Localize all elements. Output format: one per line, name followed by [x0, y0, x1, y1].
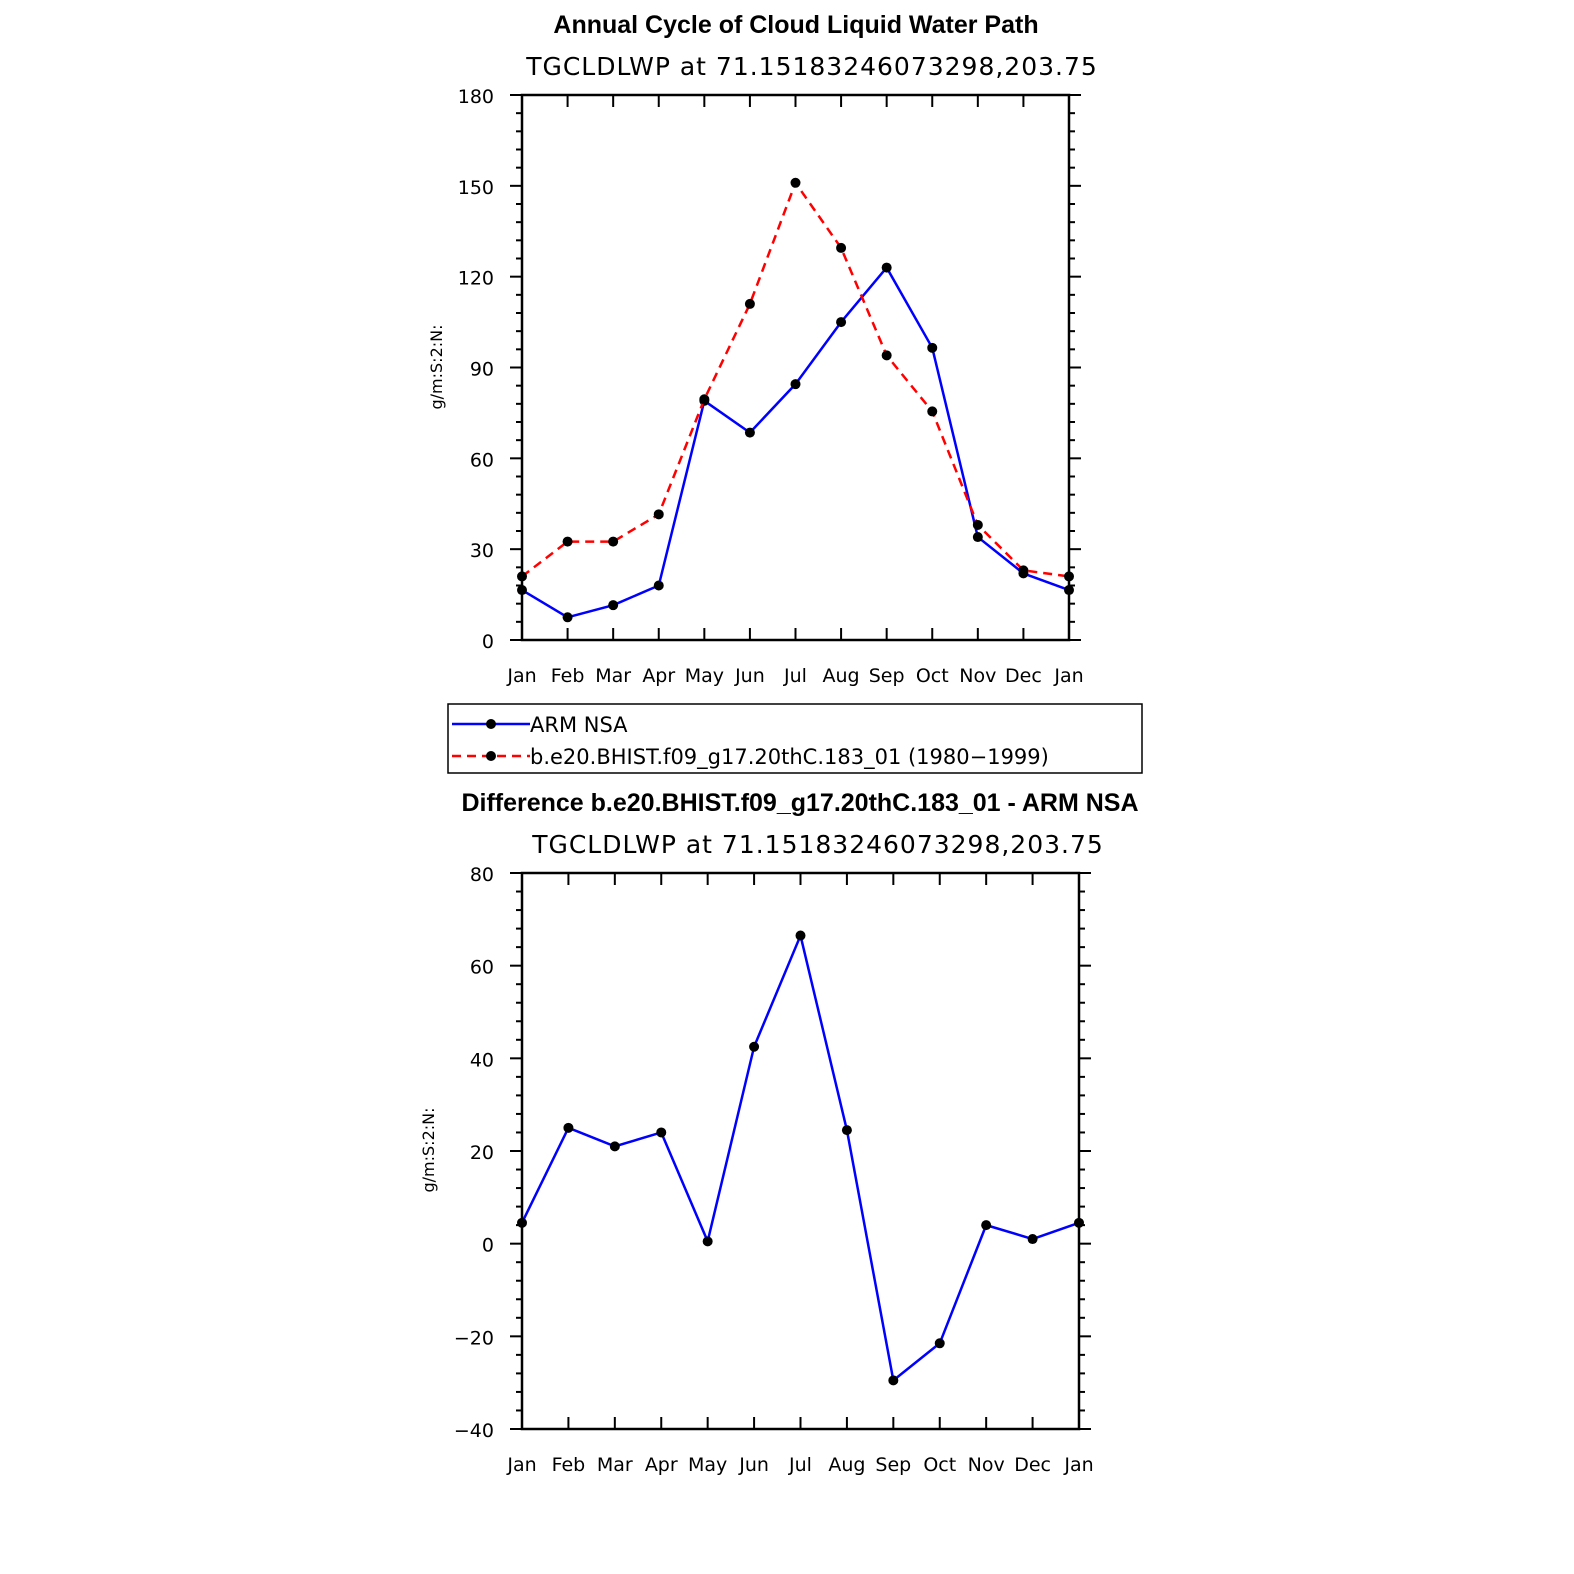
- chart1-ytick-label: 150: [458, 177, 494, 199]
- chart1-xtick-label: Aug: [823, 665, 860, 687]
- chart1-series-1-point: [517, 571, 527, 582]
- legend-marker-arm: [486, 719, 496, 729]
- chart2-xtick-label: Aug: [828, 1454, 865, 1476]
- chart1-series-0-point: [1064, 585, 1074, 596]
- chart2-series-0-point: [934, 1338, 945, 1349]
- chart1-ytick-label: 0: [482, 631, 494, 653]
- chart1-series-0-point: [608, 600, 619, 611]
- chart2-series-0-point: [841, 1125, 852, 1136]
- chart2-ytick-label: −40: [454, 1420, 494, 1442]
- chart1-xtick-label: Sep: [869, 665, 905, 687]
- chart1-series-1-point: [972, 519, 983, 530]
- chart1-ytick-label: 90: [470, 359, 494, 381]
- chart2-xtick-label: May: [688, 1454, 727, 1476]
- chart1-series-line-0: [521, 266, 1070, 619]
- chart2-series-0-point: [563, 1122, 574, 1133]
- chart2-series-0-point: [609, 1141, 620, 1152]
- chart1-series-1-point: [790, 177, 801, 188]
- chart2-xtick-label: Jan: [506, 1454, 536, 1476]
- chart2-xtick-label: Oct: [923, 1454, 956, 1476]
- chart2-xtick-label: Feb: [552, 1454, 586, 1476]
- chart1-xtick-label: Apr: [642, 665, 675, 687]
- chart1-series-0-point: [744, 427, 755, 438]
- chart1-series-1-point: [1064, 571, 1074, 582]
- chart1-series-0-point: [562, 612, 573, 623]
- chart2-subtitle: TGCLDLWP at 71.15183246073298,203.75: [531, 830, 1104, 859]
- chart1-xtick-label: Nov: [959, 665, 996, 687]
- chart1-series-1-point: [562, 536, 573, 547]
- chart1-series-1-point: [699, 394, 710, 405]
- chart2-ytick-label: 40: [470, 1049, 494, 1071]
- chart2-ytick-label: 80: [470, 864, 494, 886]
- chart2-series-0-point: [888, 1375, 899, 1386]
- chart2-ytick-label: 0: [482, 1235, 494, 1257]
- chart2-series-0-point: [749, 1041, 760, 1052]
- chart1-xtick-label: Mar: [595, 665, 631, 687]
- chart2-xtick-label: Sep: [875, 1454, 911, 1476]
- chart2-series-0-point: [517, 1217, 527, 1228]
- chart1-ytick-label: 60: [470, 449, 494, 471]
- chart1-series-0-point: [790, 379, 801, 390]
- chart1-ytick-label: 30: [470, 540, 494, 562]
- legend-label-arm: ARM NSA: [530, 713, 628, 737]
- chart1-series-0-point: [653, 580, 664, 591]
- chart2-ytick-label: −20: [454, 1327, 494, 1349]
- chart1-frame: [520, 93, 1071, 642]
- chart1-series-1-point: [653, 509, 664, 520]
- chart2-series-0-point: [702, 1236, 713, 1247]
- chart1-series-1-point: [1018, 565, 1029, 576]
- chart2-plot: Jan Feb Mar Apr May Jun Jul Aug Sep Oct Nov Dec Jan−…: [454, 864, 1094, 1476]
- chart2-xtick-label: Jan: [1063, 1454, 1093, 1476]
- chart2-ytick-label: 20: [470, 1142, 494, 1164]
- chart2-series-0-point: [1027, 1234, 1038, 1245]
- chart1-series-0-point: [927, 342, 938, 353]
- chart1-xtick-label: Dec: [1005, 665, 1042, 687]
- chart2-ylabel: g/m:S:2:N:: [419, 1108, 438, 1193]
- chart2-xtick-label: Mar: [597, 1454, 633, 1476]
- chart1-series-1-point: [836, 242, 847, 253]
- chart2-xtick-label: Dec: [1014, 1454, 1051, 1476]
- chart1-series-0-point: [517, 585, 527, 596]
- chart1-series-1-point: [744, 298, 755, 309]
- chart2-series-0-point: [981, 1220, 992, 1231]
- chart2-title: Difference b.e20.BHIST.f09_g17.20thC.183…: [461, 789, 1138, 817]
- chart1-xtick-label: Jan: [1053, 665, 1083, 687]
- legend-label-model: b.e20.BHIST.f09_g17.20thC.183_01 (1980−1…: [530, 745, 1049, 770]
- chart2-series-line-0: [520, 934, 1080, 1382]
- chart1-xtick-label: Jul: [783, 665, 807, 687]
- chart2-series-0-point: [795, 930, 806, 941]
- chart2-series-0-point: [1074, 1217, 1084, 1228]
- legend-box: [447, 703, 1143, 774]
- chart1-subtitle: TGCLDLWP at 71.15183246073298,203.75: [525, 52, 1098, 81]
- chart1-xtick-label: Jan: [506, 665, 536, 687]
- chart1-ylabel: g/m:S:2:N:: [427, 325, 446, 410]
- chart1-xtick-label: Oct: [916, 665, 949, 687]
- chart1-ytick-label: 120: [458, 268, 494, 290]
- chart1-series-1-point: [608, 536, 619, 547]
- chart1-ytick-label: 180: [458, 86, 494, 108]
- chart2-xtick-label: Jul: [788, 1454, 812, 1476]
- chart2-xtick-label: Nov: [968, 1454, 1005, 1476]
- chart2-xtick-label: Jun: [738, 1454, 769, 1476]
- chart1-series-0-point: [836, 317, 847, 328]
- chart1-series-1-point: [927, 406, 938, 417]
- chart2-series-0-point: [656, 1127, 667, 1138]
- chart1-title: Annual Cycle of Cloud Liquid Water Path: [553, 11, 1038, 39]
- chart1-plot: Jan Feb Mar Apr May Jun Jul Aug Sep Oct Nov Dec Jan 0…: [458, 86, 1084, 687]
- chart1-series-1-point: [881, 350, 892, 361]
- chart1-xtick-label: May: [685, 665, 724, 687]
- chart1-xtick-label: Jun: [734, 665, 765, 687]
- chart2-xtick-label: Apr: [645, 1454, 678, 1476]
- chart2-ytick-label: 60: [470, 957, 494, 979]
- chart1-xtick-label: Feb: [551, 665, 585, 687]
- legend: ARM NSA b.e20.BHIST.f09_g17.20thC.183_01…: [447, 703, 1143, 774]
- chart1-series-0-point: [881, 262, 892, 273]
- chart2-frame: [520, 871, 1081, 1431]
- legend-marker-model: [486, 751, 496, 761]
- chart1-series-0-point: [972, 532, 983, 543]
